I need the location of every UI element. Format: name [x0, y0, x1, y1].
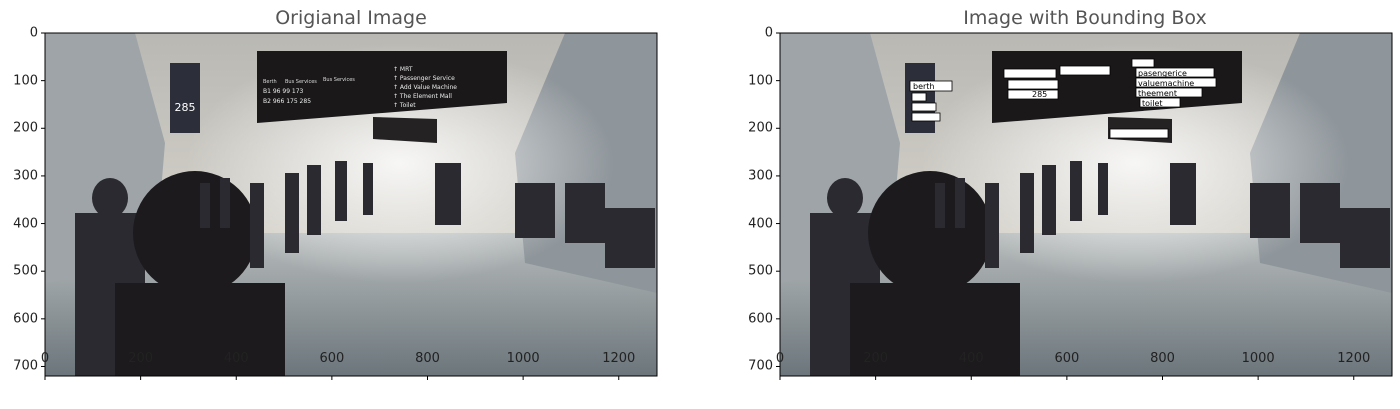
- xtick-label: 0: [775, 351, 785, 366]
- ytick-label: 300: [13, 168, 38, 184]
- sign-row-2: B2 966 175 285: [263, 98, 311, 105]
- bbox-small-3: [911, 112, 941, 122]
- ytick-label: 600: [748, 311, 773, 327]
- sign-item-4: ↑ Toilet: [393, 102, 416, 109]
- bbox-label-toilet: toilet: [1142, 99, 1163, 108]
- bbox-row-1: [1007, 79, 1059, 90]
- ytick-label: 200: [748, 120, 773, 136]
- sign-item-1: ↑ Passenger Service: [393, 75, 455, 82]
- ytick-label: 700: [13, 358, 38, 374]
- ytick-label: 500: [748, 263, 773, 279]
- ytick-label: 500: [13, 263, 38, 279]
- bbox-top: [1131, 58, 1155, 68]
- bbox-distant-sign: [1109, 128, 1169, 139]
- ytick-label: 0: [29, 25, 38, 41]
- bounding-box-image: berth pasengerice valuemachine theement …: [780, 33, 1392, 376]
- bbox-label-valuemachine: valuemachine: [1138, 79, 1194, 88]
- ytick-label: 100: [748, 73, 773, 89]
- sign-bus-header-1: Bus Services: [285, 79, 317, 85]
- ytick-label: 0: [764, 25, 773, 41]
- xtick-label: 1000: [1241, 351, 1275, 366]
- xtick-label: 1200: [602, 351, 636, 366]
- bbox-label-285: 285: [1032, 90, 1047, 99]
- xtick-label: 400: [958, 351, 984, 366]
- original-image: 285 Berth Bus Services Bus Services B1 9…: [45, 33, 657, 376]
- left-image-axes: 285 Berth Bus Services Bus Services B1 9…: [45, 33, 657, 376]
- ytick-label: 300: [748, 168, 773, 184]
- bbox-small-2: [911, 102, 937, 112]
- xtick-label: 600: [319, 351, 345, 366]
- sign-item-2: ↑ Add Value Machine: [393, 84, 457, 91]
- pillar-sign: [170, 63, 200, 133]
- sign-item-3: ↑ The Element Mall: [393, 93, 452, 100]
- ytick-label: 100: [13, 73, 38, 89]
- xtick-label: 200: [863, 351, 889, 366]
- sign-item-0: ↑ MRT: [393, 66, 413, 73]
- sign-row-1: B1 96 99 173: [263, 88, 304, 95]
- ytick-label: 200: [13, 120, 38, 136]
- bbox-header-2: [1059, 65, 1111, 76]
- bbox-label-berth: berth: [913, 82, 935, 91]
- xtick-label: 600: [1054, 351, 1080, 366]
- xtick-label: 800: [415, 351, 440, 366]
- ytick-label: 400: [13, 216, 38, 232]
- xtick-label: 200: [128, 351, 154, 366]
- ytick-label: 400: [748, 216, 773, 232]
- bbox-header-1: [1003, 68, 1057, 79]
- pillar-number-text: 285: [175, 101, 196, 114]
- sign-berth-header: Berth: [263, 79, 277, 85]
- bbox-label-theement: theement: [1138, 89, 1177, 98]
- right-image-axes: berth pasengerice valuemachine theement …: [780, 33, 1392, 376]
- xtick-label: 800: [1150, 351, 1175, 366]
- xtick-label: 1200: [1337, 351, 1371, 366]
- ytick-label: 600: [13, 311, 38, 327]
- xtick-label: 1000: [506, 351, 540, 366]
- right-panel-title: Image with Bounding Box: [963, 7, 1207, 29]
- sign-bus-header-2: Bus Services: [323, 77, 355, 83]
- xtick-label: 0: [40, 351, 50, 366]
- left-panel-title: Origianal Image: [275, 7, 427, 29]
- ytick-label: 700: [748, 358, 773, 374]
- bbox-label-passenger: pasengerice: [1138, 69, 1187, 78]
- bbox-small-1: [911, 92, 927, 102]
- xtick-label: 400: [223, 351, 249, 366]
